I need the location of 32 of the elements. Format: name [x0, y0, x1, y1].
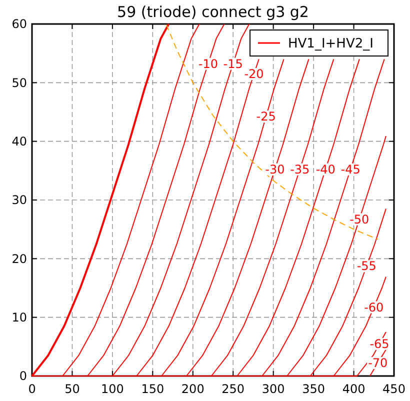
annotation: -65: [370, 336, 390, 351]
legend-label: HV1_I+HV2_I: [288, 36, 374, 52]
annotation: -10: [198, 56, 218, 71]
annotation: -35: [290, 162, 310, 176]
x-tick-label: 0: [28, 382, 36, 396]
x-tick-label: 100: [100, 382, 124, 396]
annotation: -55: [356, 259, 376, 274]
x-tick-label: 250: [222, 382, 245, 396]
y-tick-label: 10: [12, 310, 27, 325]
x-tick-label: 50: [64, 382, 80, 396]
x-tick-label: 400: [342, 382, 366, 396]
annotation: -60: [364, 300, 384, 314]
y-tick-label: 50: [12, 76, 27, 90]
x-tick-label: 150: [141, 382, 164, 396]
y-tick-label: 40: [12, 134, 27, 149]
chart-title: 59 (triode) connect g3 g2: [117, 3, 309, 21]
y-tick-label: 20: [12, 252, 27, 266]
x-tick-label: 300: [262, 382, 285, 396]
annotation: -50: [350, 212, 370, 226]
annotation: -45: [340, 162, 360, 176]
y-tick-label: 0: [19, 369, 27, 384]
annotation: -25: [256, 110, 276, 124]
x-tick-label: 450: [382, 382, 406, 396]
y-tick-label: 30: [12, 193, 27, 208]
annotation: -70: [368, 356, 388, 370]
y-tick-label: 60: [12, 17, 27, 32]
x-tick-label: 200: [181, 382, 204, 396]
annotation: -30: [265, 162, 285, 176]
x-tick-label: 350: [302, 382, 326, 396]
annotation: -15: [223, 56, 243, 71]
annotation: -20: [244, 67, 264, 82]
annotation: -40: [316, 162, 336, 176]
